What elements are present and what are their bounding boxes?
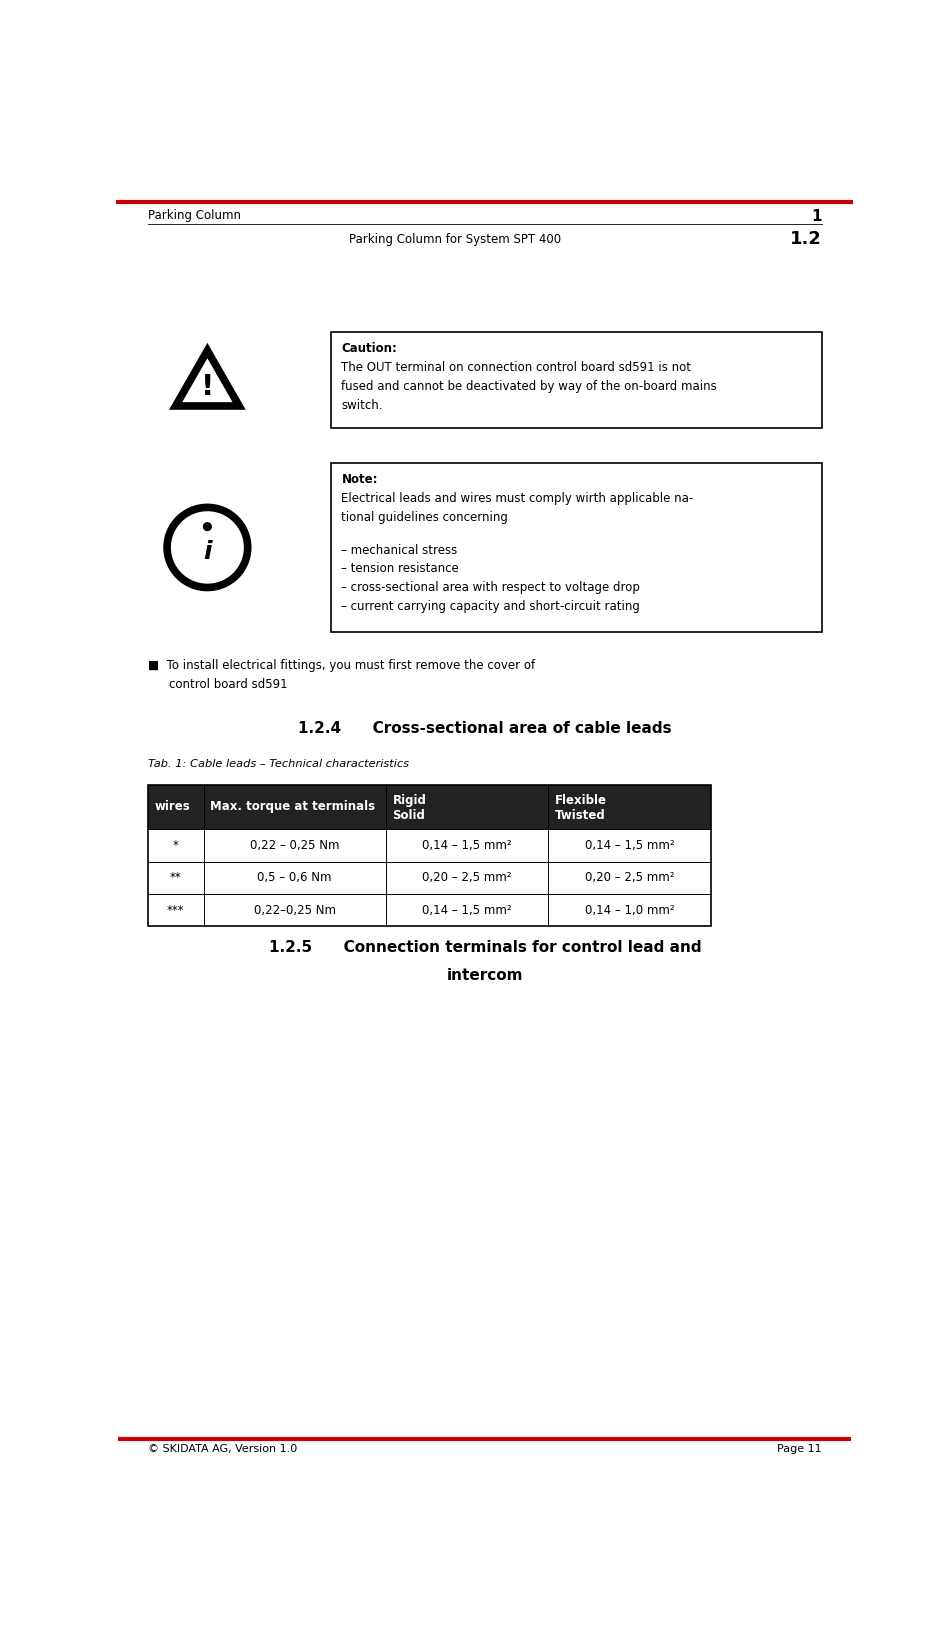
Text: 0,14 – 1,0 mm²: 0,14 – 1,0 mm² (585, 903, 674, 916)
Text: Flexible: Flexible (555, 793, 607, 807)
FancyBboxPatch shape (331, 463, 822, 631)
Text: 1.2.4      Cross-sectional area of cable leads: 1.2.4 Cross-sectional area of cable lead… (298, 721, 672, 736)
Text: wires: wires (155, 800, 190, 813)
Text: Caution:: Caution: (342, 342, 397, 355)
Circle shape (203, 524, 211, 530)
Text: – current carrying capacity and short-circuit rating: – current carrying capacity and short-ci… (342, 600, 640, 614)
Text: ***: *** (166, 903, 184, 916)
FancyBboxPatch shape (148, 785, 711, 829)
FancyBboxPatch shape (331, 332, 822, 429)
Circle shape (167, 507, 248, 587)
Text: 1: 1 (812, 209, 822, 224)
Text: 1.2.5      Connection terminals for control lead and: 1.2.5 Connection terminals for control l… (269, 941, 701, 955)
Text: Solid: Solid (393, 808, 426, 821)
FancyBboxPatch shape (148, 862, 711, 893)
Text: Parking Column: Parking Column (148, 209, 240, 221)
Text: Parking Column for System SPT 400: Parking Column for System SPT 400 (349, 234, 562, 247)
FancyBboxPatch shape (148, 829, 711, 862)
Text: Twisted: Twisted (555, 808, 606, 821)
Text: tional guidelines concerning: tional guidelines concerning (342, 510, 508, 524)
Text: – cross-sectional area with respect to voltage drop: – cross-sectional area with respect to v… (342, 581, 640, 594)
Text: Note:: Note: (342, 473, 378, 486)
Text: Electrical leads and wires must comply wirth applicable na-: Electrical leads and wires must comply w… (342, 492, 693, 506)
Text: 0,14 – 1,5 mm²: 0,14 – 1,5 mm² (585, 839, 674, 852)
Text: 1.2: 1.2 (790, 231, 822, 249)
Text: !: ! (201, 373, 214, 401)
Text: 0,20 – 2,5 mm²: 0,20 – 2,5 mm² (422, 872, 512, 885)
Text: Rigid: Rigid (393, 793, 427, 807)
Polygon shape (176, 350, 239, 406)
Text: 0,22 – 0,25 Nm: 0,22 – 0,25 Nm (250, 839, 340, 852)
Text: fused and cannot be deactivated by way of the on-board mains: fused and cannot be deactivated by way o… (342, 380, 717, 393)
Text: © SKIDATA AG, Version 1.0: © SKIDATA AG, Version 1.0 (148, 1445, 297, 1454)
FancyBboxPatch shape (148, 893, 711, 926)
Text: ■  To install electrical fittings, you must first remove the cover of: ■ To install electrical fittings, you mu… (148, 659, 534, 672)
Text: 0,20 – 2,5 mm²: 0,20 – 2,5 mm² (585, 872, 674, 885)
Text: 0,14 – 1,5 mm²: 0,14 – 1,5 mm² (422, 903, 512, 916)
Text: intercom: intercom (447, 969, 523, 983)
Text: i: i (203, 540, 212, 564)
Text: 0,5 – 0,6 Nm: 0,5 – 0,6 Nm (257, 872, 332, 885)
Text: Max. torque at terminals: Max. torque at terminals (210, 800, 376, 813)
Text: switch.: switch. (342, 399, 383, 412)
Text: Tab. 1: Cable leads – Technical characteristics: Tab. 1: Cable leads – Technical characte… (148, 759, 409, 769)
Text: *: * (173, 839, 179, 852)
Text: Page 11: Page 11 (778, 1445, 822, 1454)
Text: **: ** (169, 872, 182, 885)
Text: – mechanical stress: – mechanical stress (342, 543, 458, 556)
Text: The OUT terminal on connection control board sd591 is not: The OUT terminal on connection control b… (342, 362, 692, 375)
Text: 0,22–0,25 Nm: 0,22–0,25 Nm (254, 903, 336, 916)
Text: 0,14 – 1,5 mm²: 0,14 – 1,5 mm² (422, 839, 512, 852)
Text: – tension resistance: – tension resistance (342, 563, 459, 576)
Text: control board sd591: control board sd591 (169, 679, 288, 692)
